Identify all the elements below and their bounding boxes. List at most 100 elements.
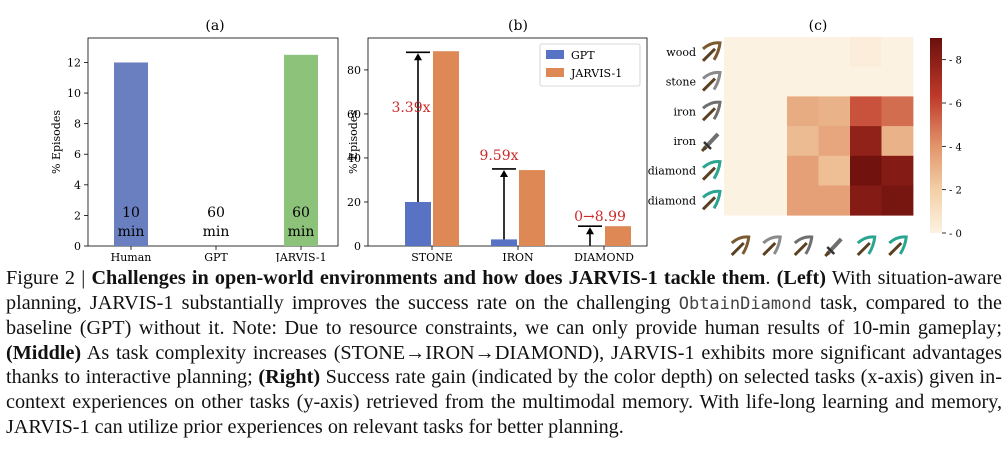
sword-iron-icon	[823, 237, 844, 258]
panel-b-ytick-label: 20	[347, 196, 361, 209]
panel-a-ytick-label: 12	[67, 56, 81, 69]
panel-b-legend-swatch	[546, 68, 564, 77]
panel-b-xtick-label: DIAMOND	[574, 251, 634, 262]
heatmap-row-label: iron	[674, 105, 696, 118]
heatmap-cell	[755, 155, 788, 186]
pickaxe-iron-icon-glyph	[701, 100, 722, 122]
panel-a-bar-label: min	[118, 224, 145, 240]
pickaxe-diamond-icon-glyph	[701, 160, 722, 182]
heatmap-cell	[818, 66, 851, 97]
panel-b-bar-gpt-stone	[405, 201, 431, 246]
panel-b-legend-swatch	[546, 50, 564, 59]
panel-b-legend: GPT JARVIS-1	[539, 43, 641, 87]
panel-b-chart: 0 20 40 60 80 % Episodes STONE IRON DIAMOND 3.39x…	[347, 37, 648, 262]
heatmap-cell	[724, 66, 756, 97]
panel-b-ytick-label: 0	[354, 240, 361, 253]
pickaxe-iron-icon-glyph	[793, 235, 814, 257]
panel-b-ytick-label: 60	[347, 108, 361, 121]
heatmap-cell	[755, 37, 788, 68]
caption-right-text: Success rate gain (indicated by the colo…	[6, 366, 1002, 438]
pickaxe-stone-icon	[761, 235, 782, 257]
panel-a-chart: 0 2 4 6 8 10 12 % Episodes Human 10 min GPT 60 min JAR…	[50, 37, 339, 262]
panel-b-arrow-head	[500, 169, 508, 177]
pickaxe-diamond-icon	[701, 189, 722, 211]
heatmap-cell	[818, 126, 851, 157]
heatmap-row-label: diamond	[648, 165, 696, 178]
panel-b-legend-label: GPT	[571, 49, 595, 62]
pickaxe-diamond-icon	[856, 235, 877, 257]
heatmap-row-label: diamond	[648, 194, 696, 207]
panel-a-ytick-label: 0	[74, 240, 81, 253]
panel-b-ytick-label: 80	[347, 64, 361, 77]
panel-b-bar-jarvis-stone	[433, 51, 459, 247]
panel-a-ylabel: % Episodes	[50, 110, 63, 174]
colorbar-tick-label: - 2	[949, 186, 962, 197]
caption-title-end: .	[765, 267, 777, 289]
heatmap-cell	[850, 155, 882, 186]
panel-a-frame	[87, 37, 339, 247]
caption-left-label: (Left)	[776, 267, 826, 289]
colorbar-tick-label: - 8	[949, 56, 962, 67]
heatmap-cell	[881, 155, 914, 186]
heatmap-cell	[755, 185, 788, 216]
heatmap-cell	[818, 96, 851, 127]
panel-a-ytick-label: 2	[74, 209, 81, 222]
pickaxe-wood-icon	[701, 41, 722, 63]
panel-a-bar-jarvis-1	[284, 54, 318, 246]
panel-a-bar-label: 10	[122, 205, 140, 221]
pickaxe-diamond-icon-glyph	[887, 235, 908, 257]
heatmap-cell	[724, 185, 756, 216]
panel-a-bar-label: min	[288, 224, 315, 240]
heatmap-cell	[787, 155, 819, 186]
colorbar	[930, 38, 942, 233]
pickaxe-wood-icon-glyph	[730, 235, 751, 257]
panel-b-arrow-head	[586, 227, 594, 235]
heatmap-cell	[755, 126, 788, 157]
heatmap-cell	[850, 126, 882, 157]
panel-b-xtick-label: IRON	[502, 251, 534, 262]
panel-a-ytick-label: 10	[67, 87, 81, 100]
heatmap-cell	[881, 126, 914, 157]
heatmap-cell	[850, 66, 882, 97]
heatmap-cell	[850, 37, 882, 68]
pickaxe-diamond-icon-glyph	[856, 235, 877, 257]
caption-left-text-1: With situation-aware planning, JARVIS-1 …	[6, 267, 1003, 314]
heatmap-row-label: stone	[666, 76, 696, 89]
heatmap-cell	[818, 37, 851, 68]
colorbar-tick-label: - 6	[949, 99, 962, 110]
panel-b-xtick-label: STONE	[411, 251, 453, 262]
panel-b-annotation: 3.39x	[391, 100, 430, 116]
pickaxe-diamond-icon	[701, 160, 722, 182]
figure-svg: (a) 0 2 4 6 8 10 12 % Episodes Human 10 min GPT 60 mi…	[50, 18, 962, 262]
caption-middle-label: (Middle)	[6, 341, 82, 364]
panel-a-ytick-label: 4	[74, 179, 81, 192]
colorbar-tick-label: - 4	[949, 142, 962, 153]
heatmap-cell	[724, 37, 756, 68]
panel-a-label: (a)	[205, 18, 224, 34]
panel-b-annotation: 0→8.99	[574, 209, 626, 225]
panel-b-legend-box	[539, 43, 641, 87]
heatmap-cell	[850, 96, 882, 127]
pickaxe-iron-icon	[793, 235, 814, 257]
heatmap-cell	[787, 37, 819, 68]
sword-iron-icon-glyph	[700, 131, 720, 153]
figure-2: (a) 0 2 4 6 8 10 12 % Episodes Human 10 min GPT 60 mi…	[50, 18, 962, 262]
panel-a-xtick-label: GPT	[204, 251, 228, 262]
heatmap-cell	[724, 96, 756, 127]
pickaxe-wood-icon	[730, 235, 751, 257]
heatmap-cell	[787, 66, 819, 97]
caption-task-name: ObtainDiamond	[678, 293, 812, 314]
pickaxe-stone-icon-glyph	[761, 235, 782, 257]
caption-left-text-2: task, compared to the baseline (GPT) wit…	[6, 291, 1002, 340]
pickaxe-diamond-icon-glyph	[701, 189, 722, 211]
panel-b-ylabel: % Episodes	[347, 110, 360, 174]
heatmap-cell	[787, 185, 819, 216]
heatmap-row-label: iron	[674, 135, 696, 148]
heatmap-cell	[787, 96, 819, 127]
panel-b-label: (b)	[508, 18, 528, 34]
panel-a-bar-label: 60	[207, 205, 225, 221]
panel-a-bar-label: 60	[292, 205, 310, 221]
heatmap-cell	[818, 155, 851, 186]
panel-b-bar-jarvis-iron	[519, 170, 545, 246]
panel-b-arrow-head	[414, 53, 422, 61]
